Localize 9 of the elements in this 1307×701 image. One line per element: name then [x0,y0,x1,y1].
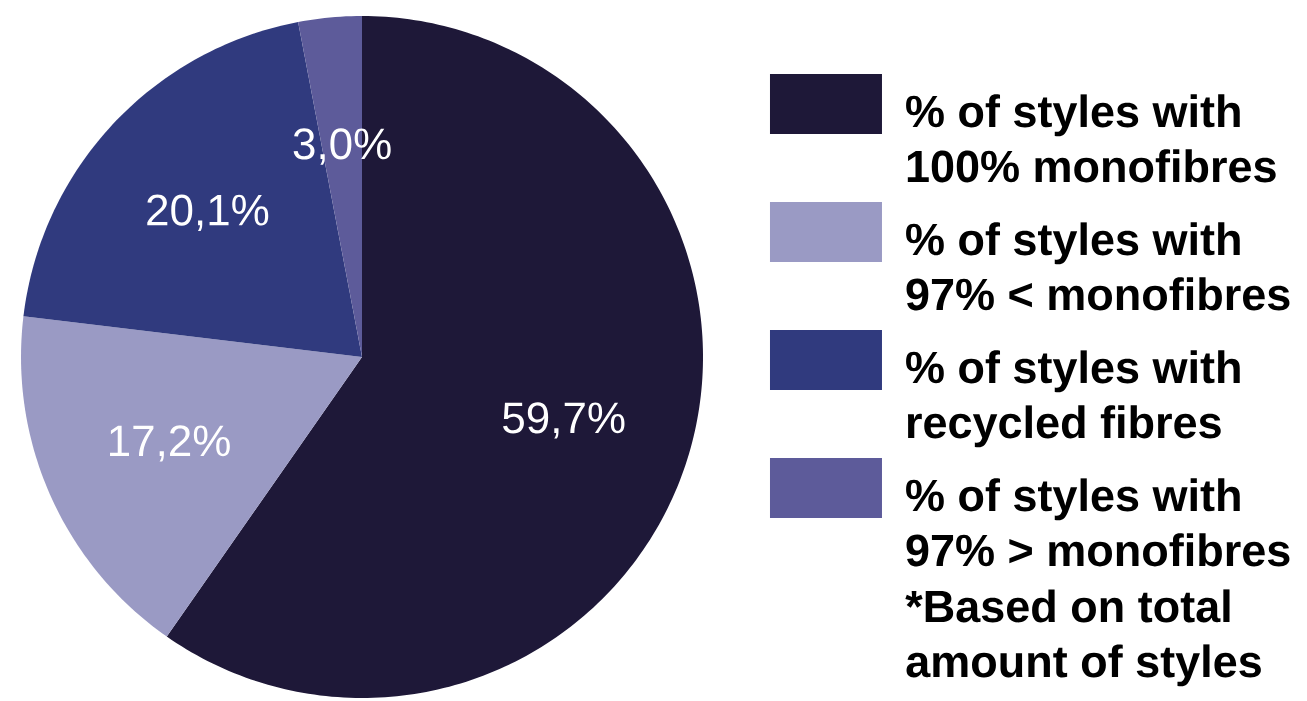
data-label: 20,1% [147,194,269,231]
legend-label: % of styles with 100% monofibres [906,94,1276,183]
legend-label: % of styles with 97% < monofibres [906,222,1290,311]
data-label: 3,0% [293,128,391,165]
data-label: 59,7% [503,402,625,439]
data-label: 17,2% [110,425,230,462]
text: *Based on total amount of styles [905,589,1261,687]
legend-label: % of styles with recycled fibres [906,350,1240,448]
legend-label: % of styles with 97% > monofibres [906,478,1290,567]
